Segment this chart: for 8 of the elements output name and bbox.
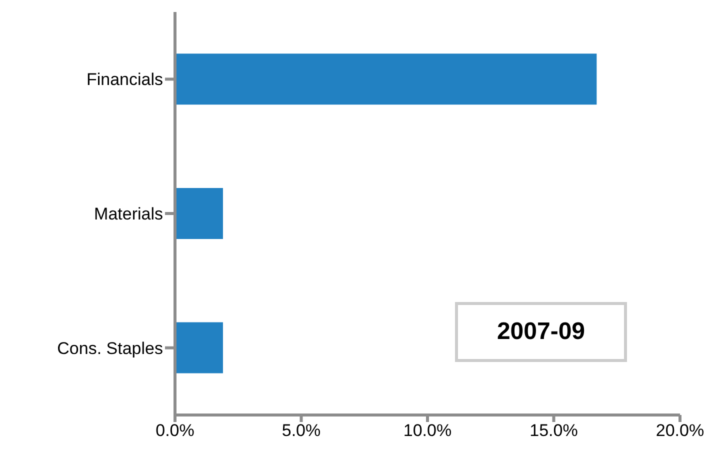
y-tick-label: Cons. Staples: [57, 338, 163, 358]
x-tick-label: 5.0%: [282, 421, 321, 440]
x-tick-label: 10.0%: [403, 421, 452, 440]
x-tick-label: 20.0%: [656, 421, 704, 440]
x-tick-label: 0.0%: [156, 421, 194, 440]
y-tick-label: Financials: [86, 70, 163, 90]
y-tick-label: Materials: [94, 204, 163, 224]
x-tick-label: 15.0%: [530, 421, 578, 440]
